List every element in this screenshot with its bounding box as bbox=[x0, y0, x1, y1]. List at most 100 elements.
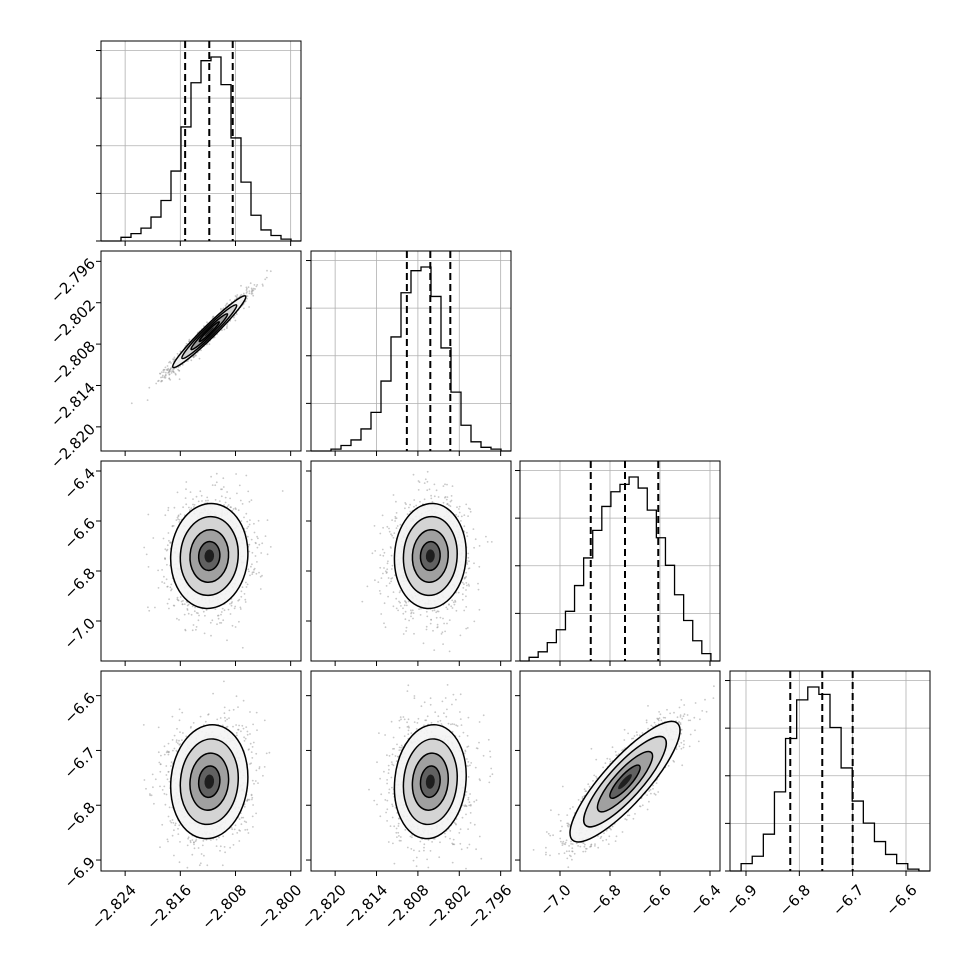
scatter-point bbox=[178, 369, 180, 372]
scatter-point bbox=[167, 509, 170, 512]
scatter-point bbox=[181, 603, 184, 606]
scatter-point bbox=[147, 606, 149, 609]
scatter-point bbox=[461, 581, 464, 584]
scatter-point bbox=[395, 527, 398, 529]
scatter-point bbox=[226, 491, 229, 493]
scatter-point bbox=[377, 581, 380, 583]
scatter-point bbox=[186, 844, 189, 847]
scatter-point bbox=[248, 306, 251, 308]
scatter-point bbox=[374, 579, 376, 582]
scatter-point bbox=[234, 824, 237, 827]
scatter-point bbox=[197, 500, 200, 503]
scatter-point bbox=[410, 611, 413, 614]
scatter-point bbox=[410, 609, 412, 612]
scatter-point bbox=[446, 496, 449, 498]
scatter-point bbox=[385, 585, 388, 587]
scatter-point bbox=[217, 614, 219, 617]
scatter-point bbox=[374, 550, 377, 552]
scatter-point bbox=[209, 621, 212, 624]
scatter-point bbox=[193, 847, 196, 850]
scatter-point bbox=[223, 706, 226, 709]
scatter-point bbox=[396, 525, 399, 527]
scatter-point bbox=[425, 628, 428, 631]
scatter-point bbox=[256, 284, 259, 286]
scatter-point bbox=[433, 483, 436, 486]
scatter-point bbox=[281, 490, 284, 492]
scatter-point bbox=[451, 607, 454, 609]
hist-panel-2 bbox=[306, 250, 512, 456]
scatter-point bbox=[465, 582, 468, 584]
scatter-point bbox=[190, 613, 193, 616]
hist-bars bbox=[520, 476, 720, 662]
scatter-point bbox=[176, 491, 179, 494]
scatter-point bbox=[211, 317, 214, 319]
scatter-point bbox=[195, 626, 198, 628]
scatter-point bbox=[248, 550, 251, 553]
scatter-point bbox=[170, 583, 173, 586]
scatter-point bbox=[200, 349, 202, 352]
scatter-point bbox=[178, 378, 181, 381]
scatter-point bbox=[391, 519, 393, 521]
scatter-point bbox=[183, 603, 186, 605]
scatter-point bbox=[398, 591, 401, 594]
scatter-point bbox=[178, 619, 180, 621]
scatter-point bbox=[477, 582, 479, 585]
scatter-point bbox=[235, 695, 238, 698]
scatter-point bbox=[240, 293, 243, 296]
scatter-point bbox=[419, 614, 422, 616]
scatter-point bbox=[177, 827, 179, 830]
pair-panel-content bbox=[143, 472, 284, 649]
scatter-point bbox=[248, 290, 251, 292]
scatter-point bbox=[237, 599, 240, 602]
scatter-point bbox=[256, 535, 258, 538]
scatter-point bbox=[254, 288, 256, 290]
hist-panel-3 bbox=[515, 460, 721, 666]
scatter-point bbox=[154, 606, 156, 609]
scatter-point bbox=[169, 586, 172, 589]
scatter-point bbox=[266, 519, 269, 521]
scatter-point bbox=[166, 602, 169, 605]
pair-panel-3-1 bbox=[96, 460, 302, 666]
scatter-point bbox=[390, 554, 393, 557]
contour-line-3 bbox=[189, 528, 230, 584]
scatter-point bbox=[179, 596, 182, 598]
scatter-point bbox=[409, 510, 412, 513]
scatter-point bbox=[169, 360, 171, 363]
scatter-point bbox=[402, 612, 405, 615]
scatter-point bbox=[163, 575, 165, 578]
scatter-point bbox=[402, 607, 404, 610]
scatter-point bbox=[159, 846, 161, 849]
pair-frame bbox=[100, 460, 302, 662]
scatter-point bbox=[218, 500, 221, 502]
scatter-point bbox=[460, 520, 462, 522]
scatter-point bbox=[266, 553, 269, 556]
scatter-point bbox=[394, 515, 397, 518]
hist-bars bbox=[311, 266, 511, 452]
scatter-point bbox=[201, 500, 203, 502]
scatter-point bbox=[409, 503, 411, 506]
scatter-point bbox=[166, 563, 168, 566]
scatter-point bbox=[211, 619, 214, 622]
scatter-point bbox=[186, 604, 189, 607]
scatter-point bbox=[214, 499, 217, 501]
scatter-point bbox=[220, 613, 222, 616]
scatter-point bbox=[199, 862, 202, 865]
scatter-point bbox=[382, 526, 384, 529]
scatter-point bbox=[246, 535, 249, 538]
pair-panel-4-1 bbox=[96, 670, 302, 876]
scatter-point bbox=[247, 525, 250, 528]
scatter-point bbox=[161, 376, 164, 378]
scatter-point bbox=[425, 625, 428, 628]
scatter-point bbox=[166, 544, 169, 547]
scatter-point bbox=[234, 626, 237, 628]
scatter-point bbox=[177, 599, 179, 601]
scatter-point bbox=[162, 537, 165, 540]
hist-bars bbox=[101, 56, 301, 242]
scatter-point bbox=[203, 632, 206, 635]
scatter-point bbox=[390, 568, 393, 570]
scatter-point bbox=[195, 628, 197, 631]
scatter-point bbox=[223, 680, 225, 683]
scatter-point bbox=[466, 531, 468, 534]
scatter-point bbox=[426, 470, 429, 473]
scatter-point bbox=[269, 546, 272, 548]
